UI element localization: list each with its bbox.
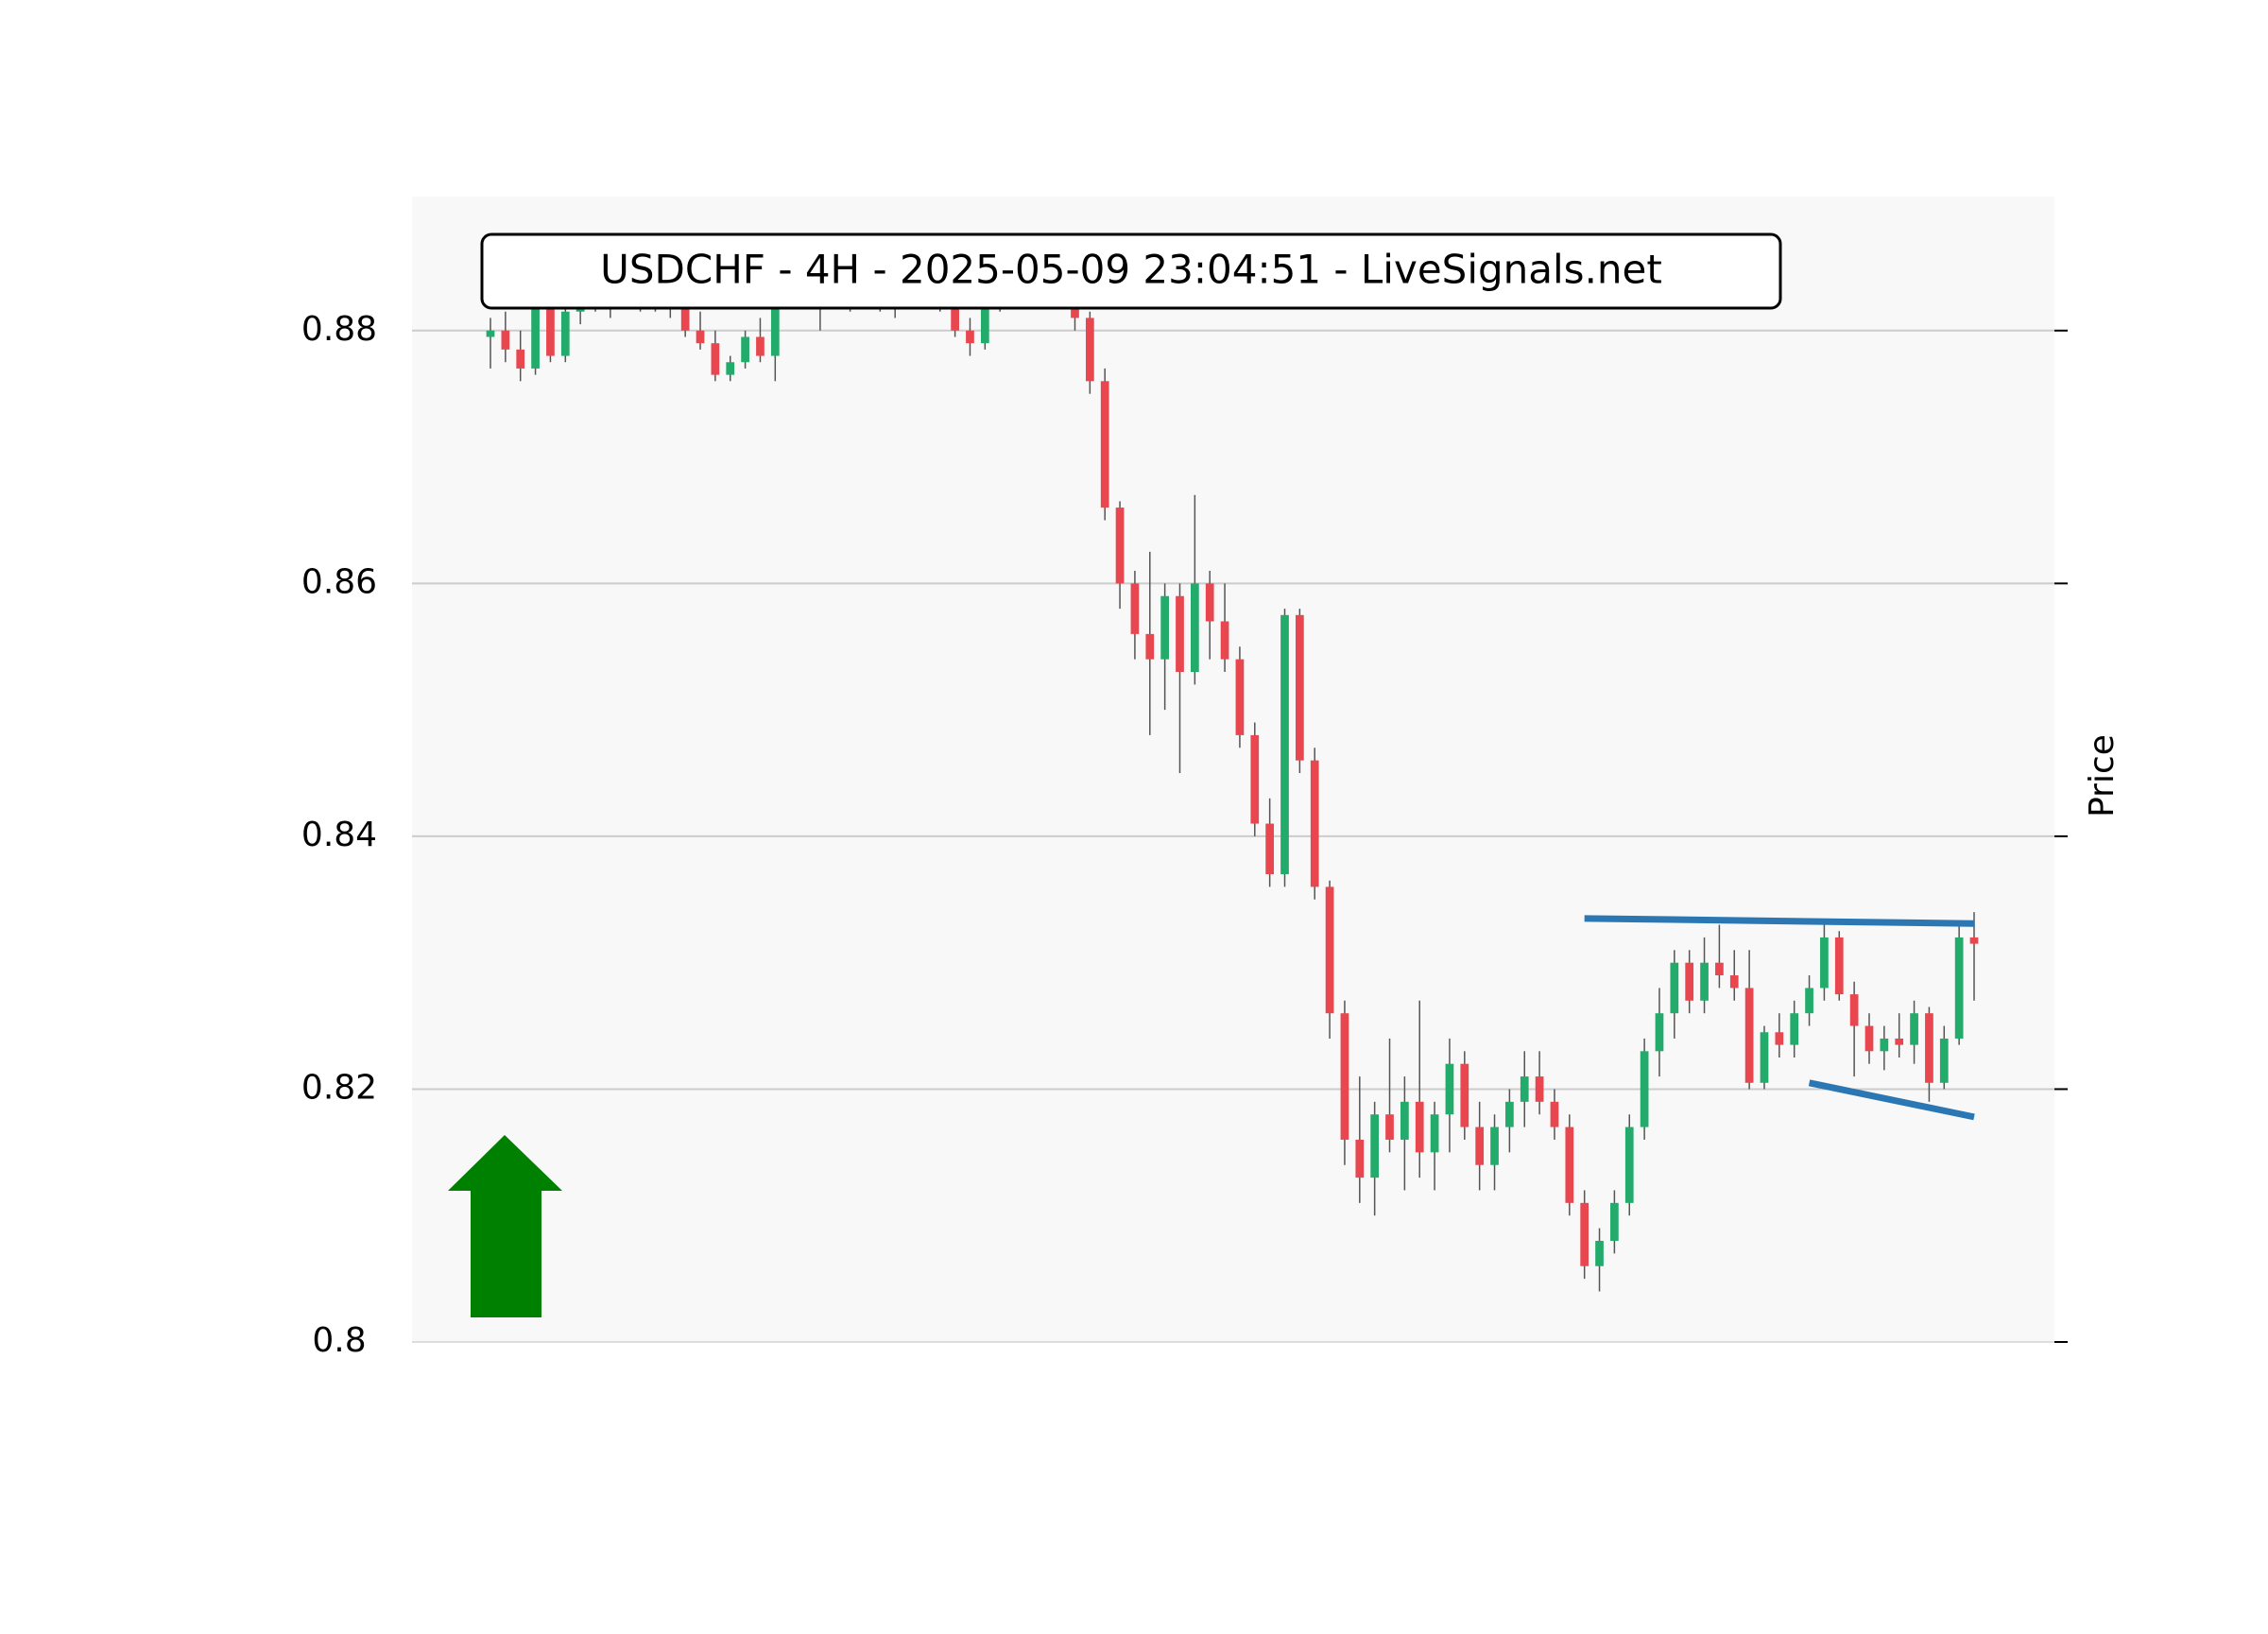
candle-body	[711, 343, 720, 375]
candle-body	[1969, 937, 1979, 944]
candle-body	[1280, 614, 1289, 875]
candle-body	[1954, 937, 1964, 1039]
candle-body	[1145, 633, 1155, 660]
candle-body	[1565, 1127, 1574, 1203]
candle-body	[1670, 962, 1679, 1014]
candle-body	[1775, 1032, 1784, 1045]
candle-body	[1580, 1202, 1589, 1266]
candle-body	[531, 299, 540, 369]
y-tick-label: 0.8	[312, 1321, 366, 1360]
candle-body	[1310, 760, 1319, 887]
candle-body	[680, 292, 690, 331]
candle-body	[1864, 1025, 1874, 1052]
candle-body	[696, 330, 705, 344]
candle-body	[1265, 823, 1275, 875]
y-axis-label: Price	[2083, 734, 2122, 817]
y-tick-label: 0.86	[301, 562, 377, 601]
candle-body	[1220, 621, 1229, 660]
plot-area	[412, 197, 2054, 1342]
candle-body	[1790, 1013, 1799, 1045]
candle-body	[1205, 583, 1214, 622]
candle-body	[1820, 937, 1829, 989]
candle-body	[1085, 318, 1094, 382]
candle-body	[1805, 988, 1813, 1014]
candle-body	[756, 336, 765, 356]
candle-body	[770, 292, 780, 356]
candle-body	[1176, 595, 1184, 672]
candle-body	[966, 330, 974, 344]
candle-body	[1640, 1051, 1649, 1127]
candle-body	[1460, 1063, 1469, 1127]
candle-body	[1715, 962, 1724, 976]
candle-body	[1520, 1076, 1529, 1102]
candle-body	[1370, 1114, 1380, 1178]
candle-body	[1685, 962, 1694, 1001]
y-tick-label: 0.88	[301, 310, 377, 349]
candle-body	[516, 349, 525, 369]
y-tick-label: 0.82	[301, 1068, 377, 1107]
candle-body	[501, 330, 510, 350]
candle-body	[1130, 583, 1140, 634]
candle-body	[1296, 614, 1304, 761]
candle-body	[980, 299, 989, 344]
candle-body	[1550, 1101, 1559, 1127]
candle-body	[1190, 583, 1199, 672]
candle-body	[1849, 994, 1859, 1026]
candle-body	[1385, 1114, 1394, 1140]
candle-body	[1355, 1139, 1365, 1178]
candle-body	[1490, 1127, 1499, 1165]
candle-body	[1895, 1038, 1904, 1045]
candle-body	[1445, 1063, 1454, 1115]
candle-body	[1834, 937, 1844, 995]
chart-title: USDCHF - 4H - 2025-05-09 23:04:51 - Live…	[600, 247, 1662, 293]
candle-body	[546, 299, 555, 356]
trendline	[1808, 1079, 1975, 1121]
candle-body	[560, 311, 570, 356]
candle-body	[1760, 1032, 1769, 1083]
candle-body	[1115, 507, 1125, 584]
trendline	[1584, 915, 1975, 927]
candle-body	[1535, 1076, 1544, 1102]
candle-body	[486, 330, 495, 337]
candle-body	[1700, 962, 1709, 1001]
candle-body	[1235, 659, 1245, 735]
candle-body	[741, 336, 749, 363]
candle-body	[1655, 1013, 1664, 1052]
candle-body	[1939, 1038, 1949, 1083]
candle-body	[1744, 988, 1754, 1083]
y-tick-label: 0.84	[301, 816, 377, 854]
candle-body	[1505, 1101, 1514, 1127]
candle-body	[1340, 1013, 1349, 1140]
candle-body	[1400, 1101, 1409, 1140]
candle-body	[1430, 1114, 1439, 1153]
candle-body	[1880, 1038, 1889, 1052]
candle-body	[1160, 595, 1169, 660]
candle-body	[1610, 1202, 1619, 1241]
candle-body	[726, 362, 735, 375]
candle-body	[1415, 1101, 1424, 1153]
candle-body	[1624, 1127, 1634, 1203]
candle-body	[1925, 1013, 1933, 1083]
candle-body	[1910, 1013, 1918, 1045]
candle-body	[1325, 886, 1334, 1014]
title-box	[480, 232, 1782, 310]
candle-body	[1729, 975, 1739, 989]
candle-body	[951, 305, 959, 331]
candle-body	[1595, 1240, 1604, 1266]
signal-arrow	[448, 1135, 562, 1317]
candle-body	[1250, 734, 1260, 824]
candle-body	[1100, 381, 1109, 508]
candle-body	[1475, 1127, 1485, 1165]
candles	[486, 267, 1979, 1292]
